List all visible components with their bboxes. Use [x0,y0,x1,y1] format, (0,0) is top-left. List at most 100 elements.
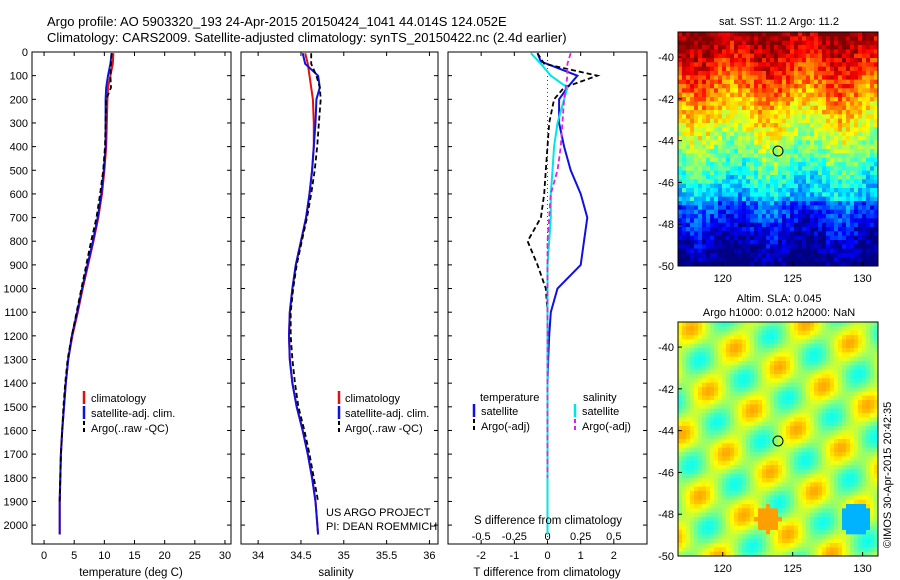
sst-cell [726,166,731,172]
sst-cell [718,123,723,128]
sla-cell [782,452,787,457]
sst-cell [758,192,763,198]
sst-cell [866,175,871,180]
sla-cell [706,491,711,496]
sla-cell [786,439,791,444]
sst-cell [690,110,695,115]
sst-cell [866,261,871,267]
sla-cell [726,443,731,449]
sla-cell [818,352,823,358]
sst-cell [682,214,687,219]
sla-cell [866,404,871,410]
sst-cell [842,49,847,55]
sst-cell [778,88,783,94]
sst-cell [726,153,731,159]
sst-cell [858,209,863,215]
sst-cell [854,244,859,250]
sst-cell [794,62,799,68]
sla-cell [742,330,747,336]
sla-cell [786,465,791,470]
sst-cell [766,45,771,50]
sst-cell [726,101,731,107]
sst-cell [714,101,719,107]
sla-cell [690,378,695,384]
sst-cell [874,183,879,189]
sst-cell [842,170,847,176]
sst-cell [682,244,687,250]
sla-cell [734,374,739,379]
sst-cell [786,144,791,150]
sst-cell [774,188,779,193]
sst-cell [798,84,803,89]
sst-cell [838,183,843,189]
sst-cell [742,127,747,133]
sla-cell [846,343,851,349]
sst-cell [814,209,819,215]
sst-cell [822,71,827,76]
sst-cell [822,105,827,111]
sla-cell [746,322,751,327]
sst-cell [798,175,803,180]
sst-cell [682,105,687,111]
sst-cell [698,231,703,237]
sst-cell [742,58,747,63]
sst-cell [770,261,775,267]
sst-cell [714,136,719,141]
sst-cell [734,222,739,228]
sla-cell [750,495,755,501]
sst-cell [870,222,875,228]
sla-cell [818,369,823,375]
sla-cell [702,447,707,453]
sla-cell [850,452,855,457]
sla-cell [690,361,695,366]
sla-cell [774,478,779,483]
sst-cell [714,92,719,98]
sst-cell [714,114,719,120]
sla-cell [774,382,779,388]
sst-cell [750,62,755,68]
sla-cell [774,465,779,470]
sla-cell [678,473,683,479]
sst-cell [690,244,695,250]
sst-cell [782,45,787,50]
sst-cell [870,131,875,137]
sst-cell [798,201,803,206]
sla-cell [722,434,727,440]
sla-cell [794,326,799,332]
sla-cell [838,473,843,479]
sst-cell [830,49,835,55]
sst-cell [742,214,747,219]
sla-cell [686,439,691,444]
sla-cell [862,456,867,462]
sst-cell [726,162,731,167]
sst-cell [826,127,831,133]
sla-cell [690,356,695,362]
sla-cell [750,356,755,362]
sla-cell [866,335,871,340]
sla-cell [754,486,759,492]
sla-cell [746,365,751,371]
sst-cell [762,162,767,167]
sla-cell [710,395,715,401]
sst-cell [790,105,795,111]
sst-cell [782,209,787,215]
sla-cell [814,348,819,353]
sst-cell [790,209,795,215]
sst-cell [834,53,839,59]
sst-cell [830,183,835,189]
sst-cell [866,162,871,167]
sst-cell [822,84,827,89]
sst-cell [714,75,719,81]
sst-cell [790,157,795,163]
sst-cell [734,49,739,55]
sst-cell [734,45,739,50]
sla-cell [838,456,843,462]
sla-cell [834,348,839,353]
sst-cell [850,127,855,133]
sla-cell [778,452,783,457]
sst-cell [702,188,707,193]
sst-cell [730,231,735,237]
sst-cell [778,149,783,154]
sst-cell [818,114,823,120]
sla-cell [702,408,707,414]
